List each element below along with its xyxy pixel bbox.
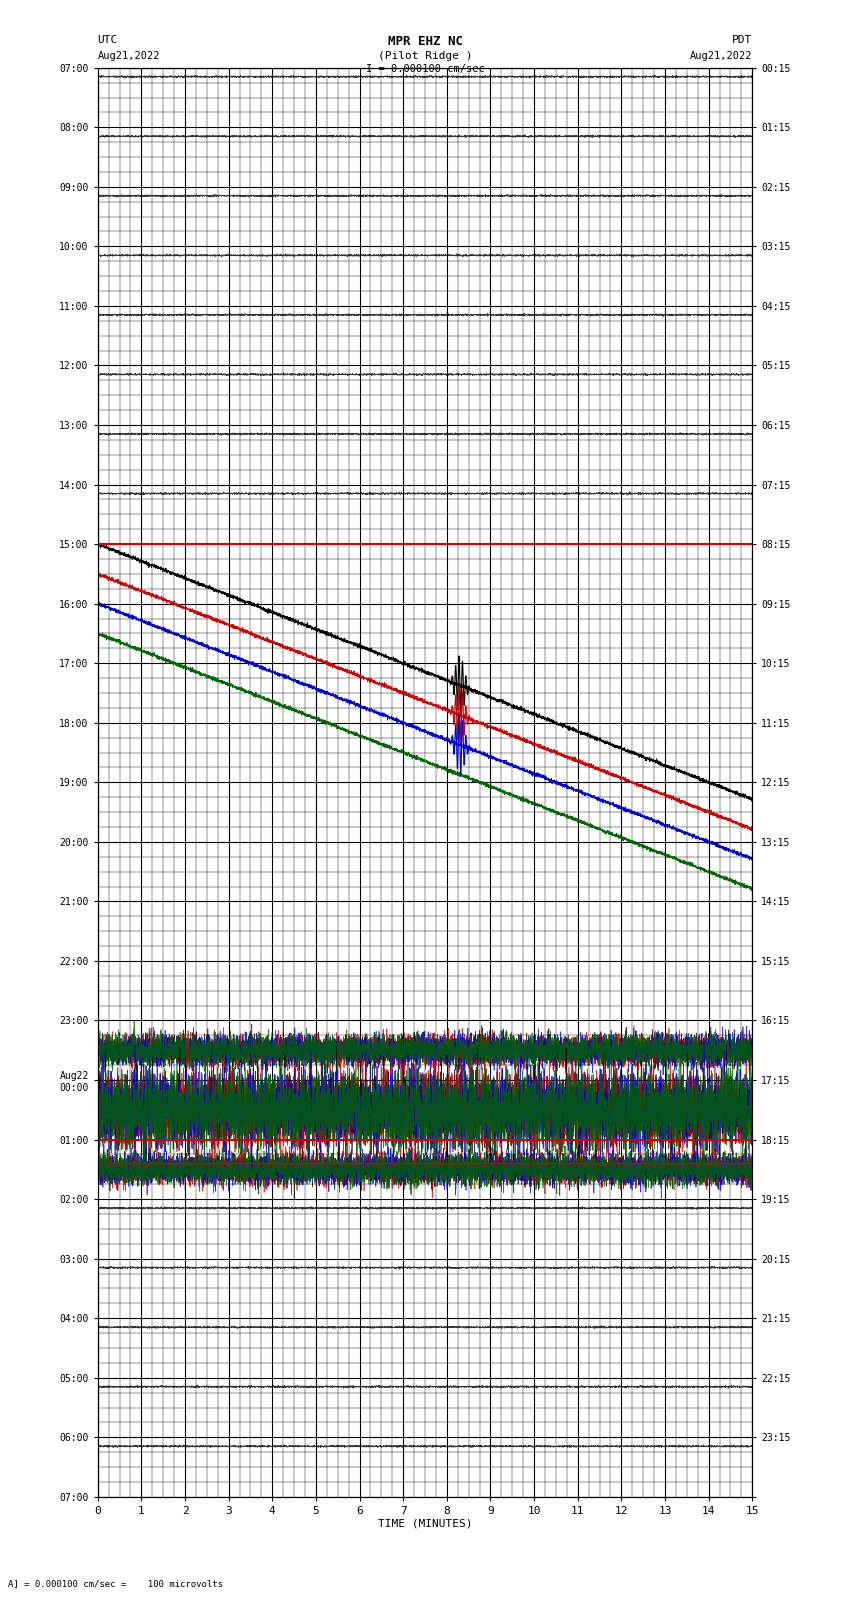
- Text: MPR EHZ NC: MPR EHZ NC: [388, 35, 462, 48]
- Text: PDT: PDT: [732, 35, 752, 45]
- Text: I = 0.000100 cm/sec: I = 0.000100 cm/sec: [366, 65, 484, 74]
- X-axis label: TIME (MINUTES): TIME (MINUTES): [377, 1519, 473, 1529]
- Text: A] = 0.000100 cm/sec =    100 microvolts: A] = 0.000100 cm/sec = 100 microvolts: [8, 1579, 224, 1589]
- Text: Aug21,2022: Aug21,2022: [689, 52, 752, 61]
- Text: UTC: UTC: [98, 35, 118, 45]
- Text: Aug21,2022: Aug21,2022: [98, 52, 161, 61]
- Text: (Pilot Ridge ): (Pilot Ridge ): [377, 52, 473, 61]
